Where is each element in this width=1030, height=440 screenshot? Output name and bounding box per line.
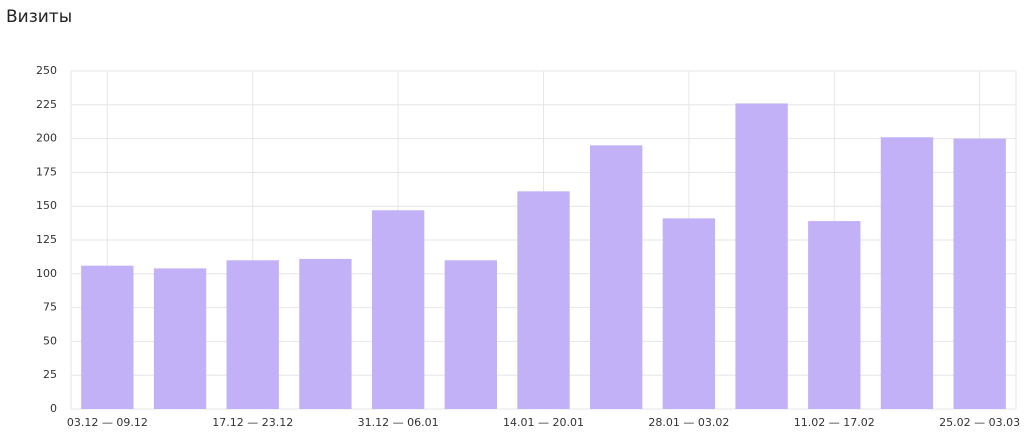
- x-tick-label: 11.02 — 17.02: [794, 416, 875, 429]
- x-tick-label: 03.12 — 09.12: [67, 416, 148, 429]
- bar: [81, 265, 134, 409]
- bar: [590, 145, 643, 410]
- x-tick-label: 28.01 — 03.02: [648, 416, 729, 429]
- bar: [371, 210, 425, 409]
- y-tick-label: 50: [43, 334, 57, 347]
- x-tick-label: 31.12 — 06.01: [358, 416, 439, 429]
- bar: [517, 191, 570, 409]
- bar: [444, 260, 497, 409]
- bar: [808, 221, 861, 409]
- bar: [953, 138, 1006, 409]
- x-tick-label: 17.12 — 23.12: [212, 416, 293, 429]
- x-tick-label: 25.02 — 03.03: [939, 416, 1020, 429]
- chart-title: Визиты: [6, 7, 72, 27]
- y-tick-label: 225: [36, 98, 57, 111]
- y-tick-label: 100: [36, 267, 57, 280]
- bar: [880, 137, 934, 410]
- y-tick-label: 200: [36, 132, 57, 145]
- bar: [153, 268, 207, 409]
- y-tick-label: 175: [36, 165, 57, 178]
- y-tick-label: 250: [36, 64, 57, 77]
- bar: [226, 260, 279, 409]
- bar: [662, 218, 716, 409]
- y-tick-label: 0: [50, 402, 57, 415]
- x-tick-label: 14.01 — 20.01: [503, 416, 584, 429]
- bar: [735, 103, 788, 409]
- y-tick-label: 75: [43, 301, 57, 314]
- y-tick-label: 150: [36, 199, 57, 212]
- bar: [299, 258, 352, 409]
- y-tick-label: 125: [36, 233, 57, 246]
- y-tick-label: 25: [43, 368, 57, 381]
